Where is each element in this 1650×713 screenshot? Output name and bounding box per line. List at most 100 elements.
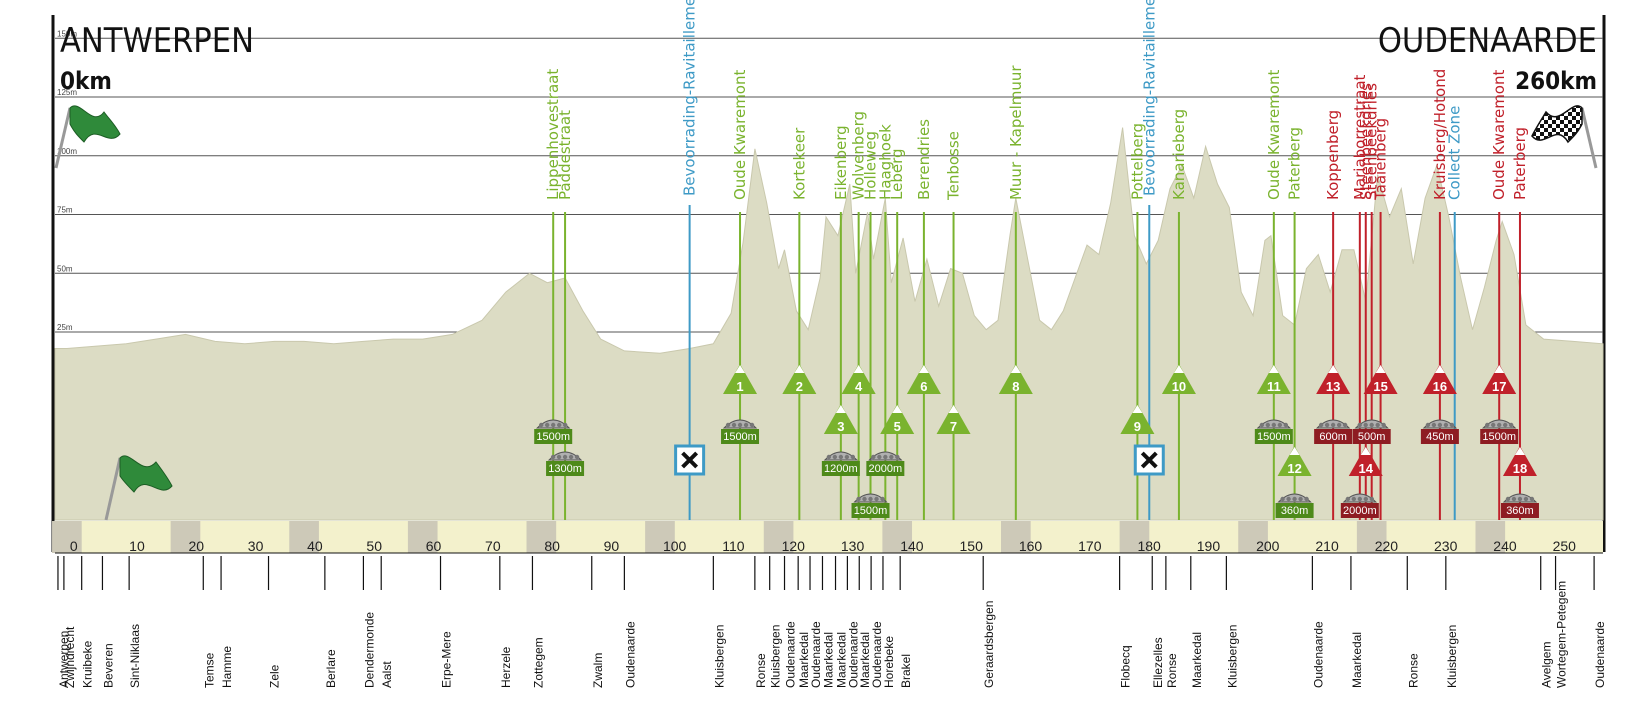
marker-name: Haaghoek bbox=[876, 124, 894, 200]
marker-name: Bevoorrading-Ravitaillement bbox=[1140, 0, 1158, 196]
climb-number: 15 bbox=[1373, 379, 1387, 394]
cobble-stone bbox=[1280, 496, 1285, 502]
snowcap-icon bbox=[735, 365, 746, 373]
marker-name: Paterberg bbox=[1286, 127, 1304, 200]
town-name: Berlare bbox=[324, 649, 338, 688]
climb-number: 8 bbox=[1012, 379, 1019, 394]
snowcap-icon bbox=[1268, 365, 1279, 373]
climb-number: 12 bbox=[1287, 461, 1301, 476]
climb-number: 13 bbox=[1326, 379, 1340, 394]
town-name: Oudenaarde bbox=[870, 621, 884, 688]
marker-name: Oude Kwaremont bbox=[1490, 70, 1508, 200]
town-name: Ronse bbox=[1165, 653, 1179, 688]
marker-name: Leberg bbox=[888, 149, 906, 201]
cobble-stone bbox=[1345, 496, 1351, 502]
climb-marker: 2 bbox=[782, 364, 817, 394]
axis-stripe bbox=[1475, 521, 1506, 553]
marker-symbols: 1 1500m 2 3 1200m 4 5 6 7 8 9 10 11 1500m 12 360m 13 600m… bbox=[534, 364, 1539, 518]
cobble-stone bbox=[1336, 422, 1342, 428]
cobble-marker: 360m bbox=[1500, 493, 1539, 518]
axis-tick-label: 90 bbox=[604, 538, 620, 554]
cobble-length-box bbox=[721, 429, 760, 444]
cobble-length: 1500m bbox=[1257, 431, 1291, 443]
climb-triangle bbox=[936, 404, 971, 434]
town-name: Kluisbergen bbox=[1225, 625, 1239, 688]
climb-number: 18 bbox=[1513, 461, 1527, 476]
cobble-length-box bbox=[866, 461, 905, 476]
cobble-stone bbox=[556, 454, 562, 460]
feed-zone-icon bbox=[674, 444, 706, 476]
cobble-length: 1500m bbox=[536, 431, 570, 443]
climb-triangle bbox=[782, 364, 817, 394]
snowcap-icon bbox=[1173, 365, 1184, 373]
climb-marker: 15 bbox=[1363, 364, 1398, 394]
cobble-length: 1500m bbox=[854, 505, 888, 517]
town-name: Horebeke bbox=[882, 636, 896, 688]
town-name: Oudenaarde bbox=[809, 621, 823, 688]
cobble-stone bbox=[743, 422, 749, 428]
climb-triangle bbox=[1482, 364, 1517, 394]
cobble-stone bbox=[725, 422, 731, 428]
cobble-stone bbox=[550, 454, 556, 460]
cobble-stone bbox=[1431, 422, 1437, 428]
feed-zone-icon bbox=[1133, 444, 1165, 476]
cobble-stone bbox=[1265, 422, 1271, 428]
marker-name: Muur - Kapelmuur bbox=[1007, 65, 1025, 200]
cobble-stone bbox=[1511, 496, 1517, 502]
axis-tick-label: 210 bbox=[1315, 538, 1339, 554]
axis-stripe bbox=[52, 521, 82, 553]
town-name: Ronse bbox=[754, 653, 768, 688]
cobble-length: 1200m bbox=[824, 463, 858, 475]
town-name: Erpe-Mere bbox=[440, 631, 454, 688]
town-name: Sint-Niklaas bbox=[128, 624, 142, 688]
cobble-stone bbox=[1449, 422, 1455, 428]
elevation-profile bbox=[54, 127, 1604, 521]
cobble-marker: 1200m bbox=[821, 451, 860, 476]
town-name: Herzele bbox=[499, 646, 513, 688]
cobble-stone bbox=[868, 496, 873, 502]
town-name: Maarkedal bbox=[858, 632, 872, 688]
snowcap-icon bbox=[1494, 365, 1505, 373]
cobble-length-box bbox=[1352, 429, 1391, 444]
elevation-label: 25m bbox=[57, 323, 73, 332]
cobble-stone bbox=[1357, 496, 1363, 502]
cobble-length: 2000m bbox=[869, 463, 903, 475]
axis-tick-label: 20 bbox=[188, 538, 204, 554]
town-name: Antwerpen bbox=[57, 631, 71, 688]
axis-tick-label: 220 bbox=[1375, 538, 1399, 554]
axis-stripe bbox=[882, 521, 913, 553]
marker-name: Berendries bbox=[915, 119, 933, 200]
cobble-stone bbox=[832, 454, 838, 460]
cobble-stone bbox=[1363, 496, 1369, 502]
cobble-stone bbox=[889, 454, 894, 460]
snowcap-icon bbox=[1328, 365, 1339, 373]
snowcap-icon bbox=[1132, 405, 1143, 413]
town-name: Maarkedal bbox=[821, 632, 835, 688]
town-name: Oudenaarde bbox=[623, 621, 637, 688]
climb-triangle bbox=[841, 364, 876, 394]
start-city: ANTWERPEN bbox=[60, 21, 254, 61]
climb-marker: 5 bbox=[880, 404, 915, 434]
axis-tick-label: 250 bbox=[1553, 538, 1577, 554]
cobble-stone bbox=[844, 454, 850, 460]
cobble-stone bbox=[1529, 496, 1535, 502]
cobble-length-box bbox=[1314, 429, 1353, 444]
cobble-stone bbox=[1357, 422, 1362, 428]
cobble-stone bbox=[563, 422, 568, 428]
cobble-stone bbox=[1292, 496, 1297, 502]
climb-triangle bbox=[1363, 364, 1398, 394]
axis-tick-label: 190 bbox=[1197, 538, 1221, 554]
climb-marker: 9 bbox=[1120, 404, 1155, 434]
axis-stripe bbox=[1001, 521, 1031, 553]
marker-name: Koppenberg bbox=[1324, 110, 1342, 200]
snowcap-icon bbox=[918, 365, 929, 373]
cobble-stone bbox=[856, 496, 861, 502]
town-name: Beveren bbox=[101, 643, 115, 688]
cobble-stone bbox=[731, 422, 737, 428]
axis-stripe bbox=[1238, 521, 1268, 553]
climb-marker: 18 bbox=[1502, 446, 1537, 476]
climb-marker: 12 bbox=[1277, 446, 1312, 476]
cobble-marker: 500m bbox=[1352, 419, 1391, 444]
cobble-stone bbox=[737, 422, 743, 428]
